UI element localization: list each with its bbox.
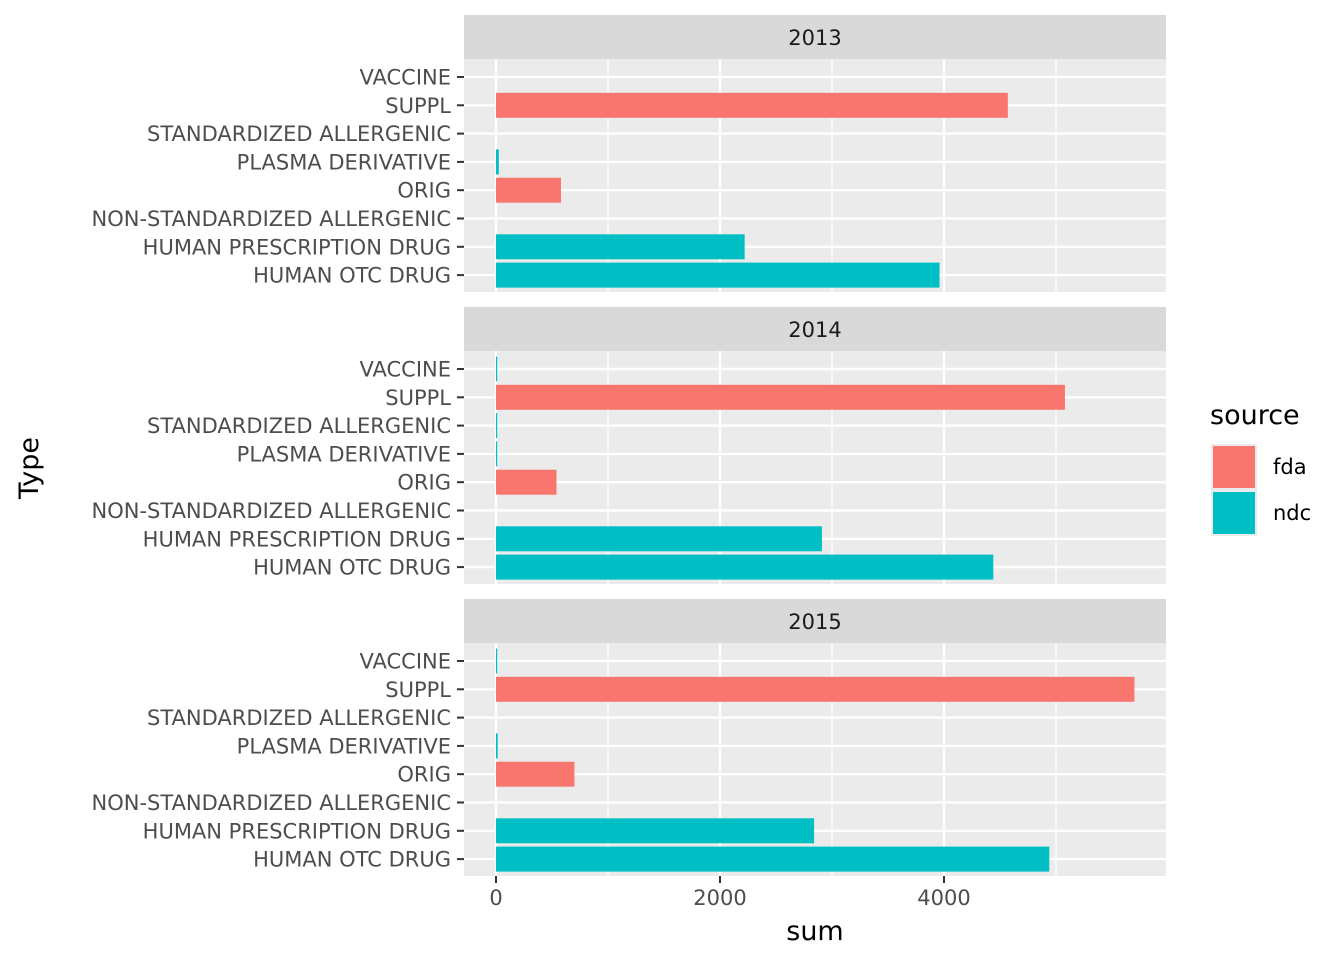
legend-label-fda: fda [1273,455,1307,479]
legend-label-ndc: ndc [1273,501,1311,525]
bar-fda [496,761,575,787]
bar-ndc [496,554,994,580]
y-tick-label: HUMAN OTC DRUG [253,264,451,288]
bar-fda [496,676,1135,702]
y-tick-label: NON-STANDARDIZED ALLERGENIC [92,207,451,231]
legend-key-ndc [1213,492,1255,534]
x-axis: 0 2000 4000 [489,876,971,910]
y-tick-label: PLASMA DERIVATIVE [237,150,451,174]
bar-ndc [496,818,815,844]
facet-strip [464,599,1166,643]
y-tick-label: HUMAN PRESCRIPTION DRUG [143,235,451,259]
bar-ndc [496,149,499,175]
y-tick-label: SUPPL [385,94,451,118]
facet-strip [464,15,1166,59]
bar-fda [496,92,1008,118]
y-tick-label: PLASMA DERIVATIVE [237,442,451,466]
x-tick-label: 2000 [693,886,746,910]
y-tick-label: VACCINE [359,650,451,674]
facet-strip-label: 2014 [788,318,841,342]
bar-ndc [496,441,498,467]
y-tick-label: STANDARDIZED ALLERGENIC [147,706,451,730]
bar-fda [496,469,557,495]
bar-ndc [496,234,745,260]
bar-ndc [496,648,498,674]
x-tick-label: 4000 [917,886,970,910]
legend-key-fda [1213,446,1255,488]
legend-title: source [1210,400,1300,431]
bar-ndc [496,413,498,439]
facet-strip [464,307,1166,351]
bar-ndc [496,526,822,552]
y-tick-label: STANDARDIZED ALLERGENIC [147,122,451,146]
legend: source fda ndc [1210,400,1311,536]
facet-strip-label: 2015 [788,610,841,634]
x-tick-label: 0 [489,886,502,910]
bar-fda [496,177,561,203]
y-tick-label: PLASMA DERIVATIVE [237,734,451,758]
y-axis-title: Type [14,437,45,500]
facet-strip-label: 2013 [788,26,841,50]
bar-fda [496,384,1065,410]
facet-panel-2014: 2014 VACCINE SUPPL STANDARDIZED ALLERGENIC P… [92,307,1166,584]
y-tick-label: HUMAN OTC DRUG [253,556,451,580]
bar-ndc [496,733,498,759]
y-tick-label: ORIG [397,179,451,203]
y-tick-label: NON-STANDARDIZED ALLERGENIC [92,499,451,523]
x-axis-title: sum [786,916,843,947]
y-tick-label: HUMAN PRESCRIPTION DRUG [143,819,451,843]
y-tick-label: VACCINE [359,66,451,90]
y-tick-label: HUMAN OTC DRUG [253,848,451,872]
y-tick-label: SUPPL [385,386,451,410]
y-tick-label: ORIG [397,471,451,495]
y-tick-label: SUPPL [385,678,451,702]
y-tick-label: VACCINE [359,358,451,382]
y-tick-label: NON-STANDARDIZED ALLERGENIC [92,791,451,815]
y-tick-label: HUMAN PRESCRIPTION DRUG [143,527,451,551]
bar-ndc [496,262,940,288]
facet-panels: 2013 VACCINE SUPPL STANDARDIZED ALLERGENIC P… [92,15,1166,876]
bar-ndc [496,356,498,382]
bar-ndc [496,846,1050,872]
y-tick-label: STANDARDIZED ALLERGENIC [147,414,451,438]
facet-panel-2013: 2013 VACCINE SUPPL STANDARDIZED ALLERGENIC P… [92,15,1166,292]
y-tick-label: ORIG [397,763,451,787]
facet-panel-2015: 2015 VACCINE SUPPL STANDARDIZED ALLERGENIC P… [92,599,1166,876]
